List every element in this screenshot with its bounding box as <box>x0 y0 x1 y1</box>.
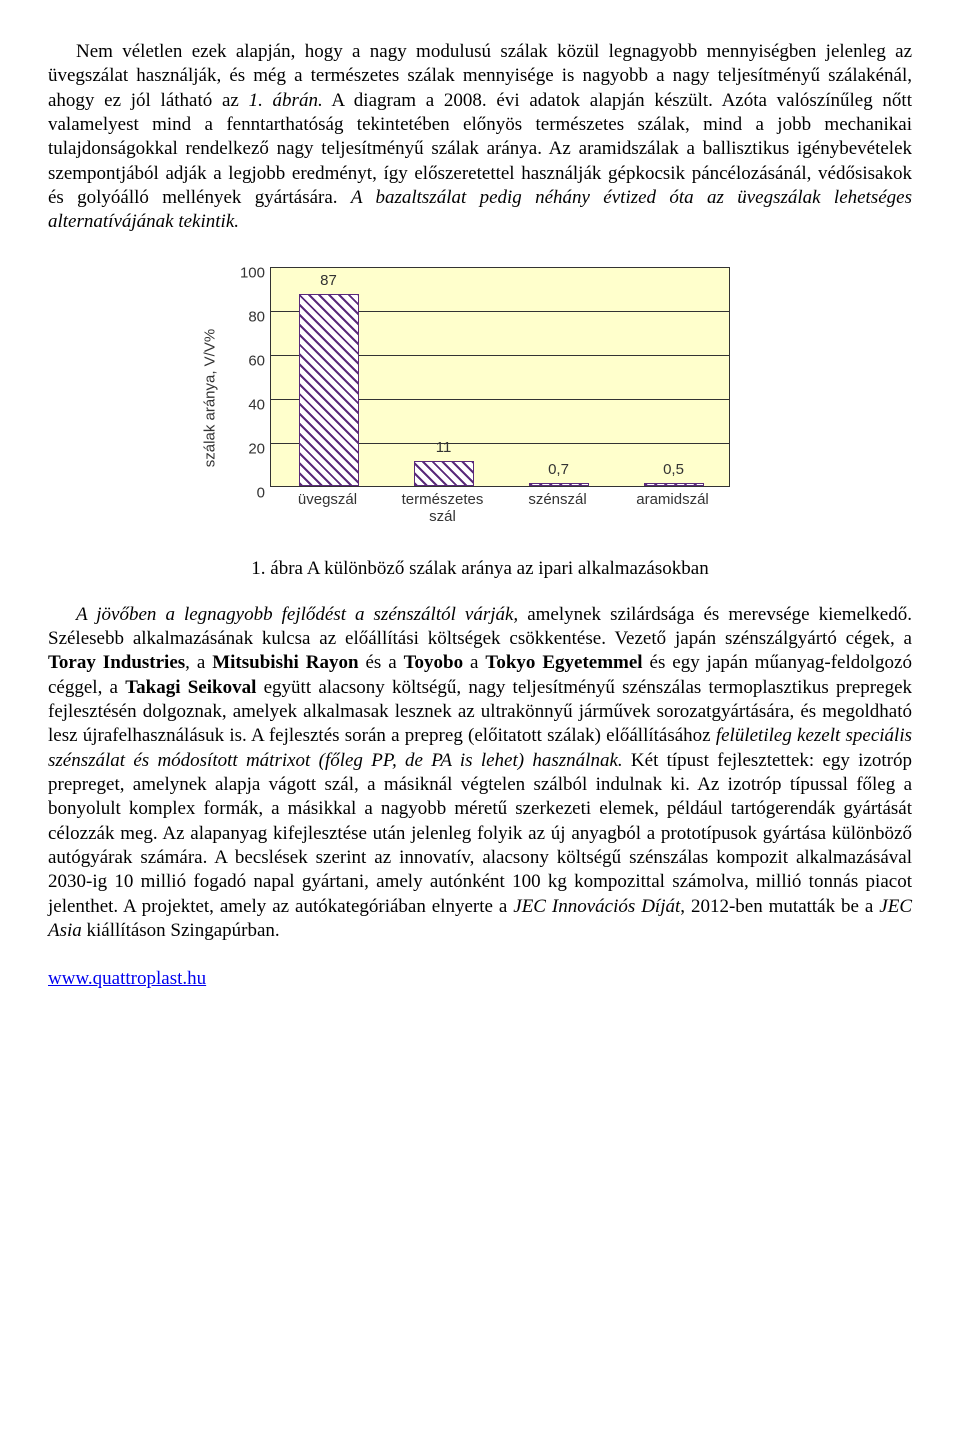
p2-c: , a <box>185 652 212 673</box>
bar <box>644 483 704 486</box>
gridline <box>271 267 729 268</box>
p2-italic3: JEC Innovációs Díját <box>513 896 680 917</box>
y-tick-label: 40 <box>248 396 271 415</box>
paragraph-2: A jövőben a legnagyobb fejlődést a széns… <box>48 603 912 943</box>
bar <box>414 461 474 485</box>
bar-value-label: 0,7 <box>548 460 569 479</box>
bar <box>529 483 589 486</box>
bar <box>299 294 359 485</box>
bar-hatch <box>530 484 588 485</box>
y-tick-label: 80 <box>248 308 271 327</box>
bar-value-label: 0,5 <box>663 460 684 479</box>
p2-h: Két típust fejlesztettek: egy izotróp pr… <box>48 750 912 917</box>
x-tick-label: természetesszál <box>385 491 500 526</box>
x-ticks: üvegszáltermészetesszálszénszálaramidszá… <box>270 491 730 526</box>
bar-hatch <box>415 462 473 484</box>
bar-hatch <box>300 295 358 484</box>
p2-b2: Mitsubishi Rayon <box>212 652 358 673</box>
y-tick-label: 0 <box>257 484 271 503</box>
y-tick-label: 20 <box>248 440 271 459</box>
p2-italic1: A jövőben a legnagyobb fejlődést a széns… <box>76 604 518 625</box>
p2-b3: Toyobo <box>404 652 464 673</box>
footer-link[interactable]: www.quattroplast.hu <box>48 968 206 989</box>
y-axis-label: szálak aránya, V/V% <box>200 328 219 466</box>
paragraph-1: Nem véletlen ezek alapján, hogy a nagy m… <box>48 40 912 235</box>
p2-b1: Toray Industries <box>48 652 185 673</box>
x-tick-label: aramidszál <box>615 491 730 526</box>
bar-value-label: 11 <box>436 438 452 457</box>
chart-container: szálak aránya, V/V% 0 20 40 60 80 100 87 11 0,7 0… <box>48 253 912 543</box>
bar-hatch <box>645 484 703 485</box>
p1-italic1: 1. ábrán. <box>249 90 323 111</box>
p2-i: , 2012-ben mutatták be a <box>680 896 879 917</box>
y-tick-label: 60 <box>248 352 271 371</box>
bar-value-label: 87 <box>320 271 337 290</box>
y-tick-label: 100 <box>240 264 271 283</box>
x-tick-label: szénszál <box>500 491 615 526</box>
figure-caption: 1. ábra A különböző szálak aránya az ipa… <box>48 557 912 581</box>
p2-b5: Takagi Seikoval <box>125 677 256 698</box>
p2-d: és a <box>359 652 404 673</box>
footer-link-wrap: www.quattroplast.hu <box>48 967 912 991</box>
x-tick-label: üvegszál <box>270 491 385 526</box>
plot-area: 02040608010087110,70,5 <box>270 267 730 487</box>
chart-frame: szálak aránya, V/V% 0 20 40 60 80 100 87 11 0,7 0… <box>200 253 760 543</box>
p2-j: kiállításon Szingapúrban. <box>82 920 280 941</box>
p2-e: a <box>463 652 485 673</box>
p2-b4: Tokyo Egyetemmel <box>485 652 642 673</box>
